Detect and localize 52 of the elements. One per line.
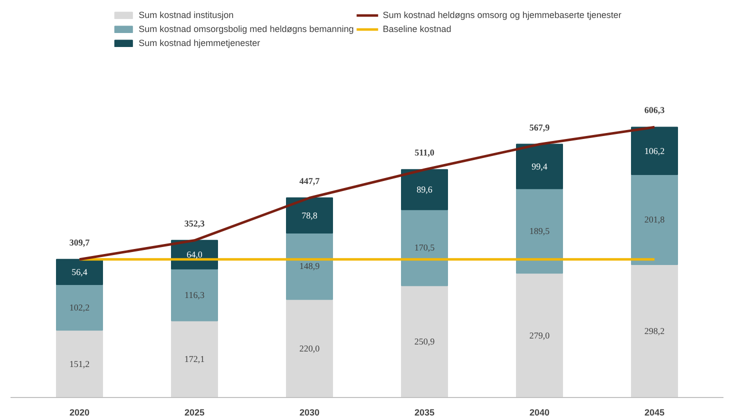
- data-label: 89,6: [416, 184, 433, 195]
- bar: [516, 272, 563, 398]
- data-label: 148,9: [299, 261, 320, 272]
- bar: [56, 330, 103, 398]
- bar: [631, 126, 678, 176]
- bar: [631, 174, 678, 266]
- x-tick-label: 2020: [69, 408, 90, 418]
- legend-label: Sum kostnad institusjon: [138, 9, 234, 21]
- bar: [516, 188, 563, 274]
- bar: [56, 258, 103, 286]
- bar: [631, 264, 678, 398]
- data-label: 606,3: [644, 105, 666, 116]
- legend-label: Sum kostnad omsorgsbolig med heldøgns bemanning: [138, 23, 354, 35]
- x-tick-label: 2025: [184, 408, 205, 418]
- data-label: 56,4: [72, 266, 88, 277]
- bar: [286, 197, 333, 234]
- data-label: 309,7: [69, 237, 90, 248]
- legend-label: Baseline kostnad: [382, 23, 452, 35]
- data-label: 151,2: [69, 358, 90, 369]
- bar: [286, 298, 333, 398]
- x-tick-label: 2040: [529, 408, 550, 418]
- data-label: 567,9: [529, 122, 550, 132]
- data-label: 298,2: [644, 326, 665, 336]
- data-label: 99,4: [532, 161, 548, 172]
- bar: [171, 320, 218, 398]
- data-label: 189,5: [529, 226, 550, 236]
- x-tick-label: 2035: [414, 408, 435, 418]
- data-label: 170,5: [414, 242, 436, 253]
- data-label: 102,2: [69, 302, 90, 312]
- bar: [516, 144, 563, 190]
- bar: [401, 169, 448, 210]
- bar: [401, 285, 448, 398]
- data-label: 116,3: [184, 290, 205, 300]
- data-label: 250,9: [414, 336, 436, 347]
- data-label: 447,7: [299, 176, 320, 186]
- bar: [56, 284, 103, 331]
- data-label: 64,0: [186, 250, 203, 260]
- data-label: 106,2: [644, 146, 665, 156]
- data-label: 511,0: [414, 148, 435, 158]
- bar: [286, 232, 333, 300]
- data-label: 279,0: [529, 330, 550, 340]
- x-tick-label: 2045: [644, 408, 665, 418]
- data-label: 172,1: [184, 354, 205, 364]
- data-label: 220,0: [299, 343, 320, 354]
- data-label: 201,8: [644, 214, 666, 225]
- legend-label: Sum kostnad hjemmetjenester: [138, 37, 260, 49]
- x-tick-label: 2030: [299, 408, 320, 418]
- data-label: 352,3: [184, 218, 206, 228]
- legend-label: Sum kostnad heldøgns omsorg og hjemmebaserte tjenester: [382, 9, 622, 21]
- bar: [171, 268, 218, 322]
- data-label: 78,8: [302, 210, 318, 220]
- bar: [401, 209, 448, 286]
